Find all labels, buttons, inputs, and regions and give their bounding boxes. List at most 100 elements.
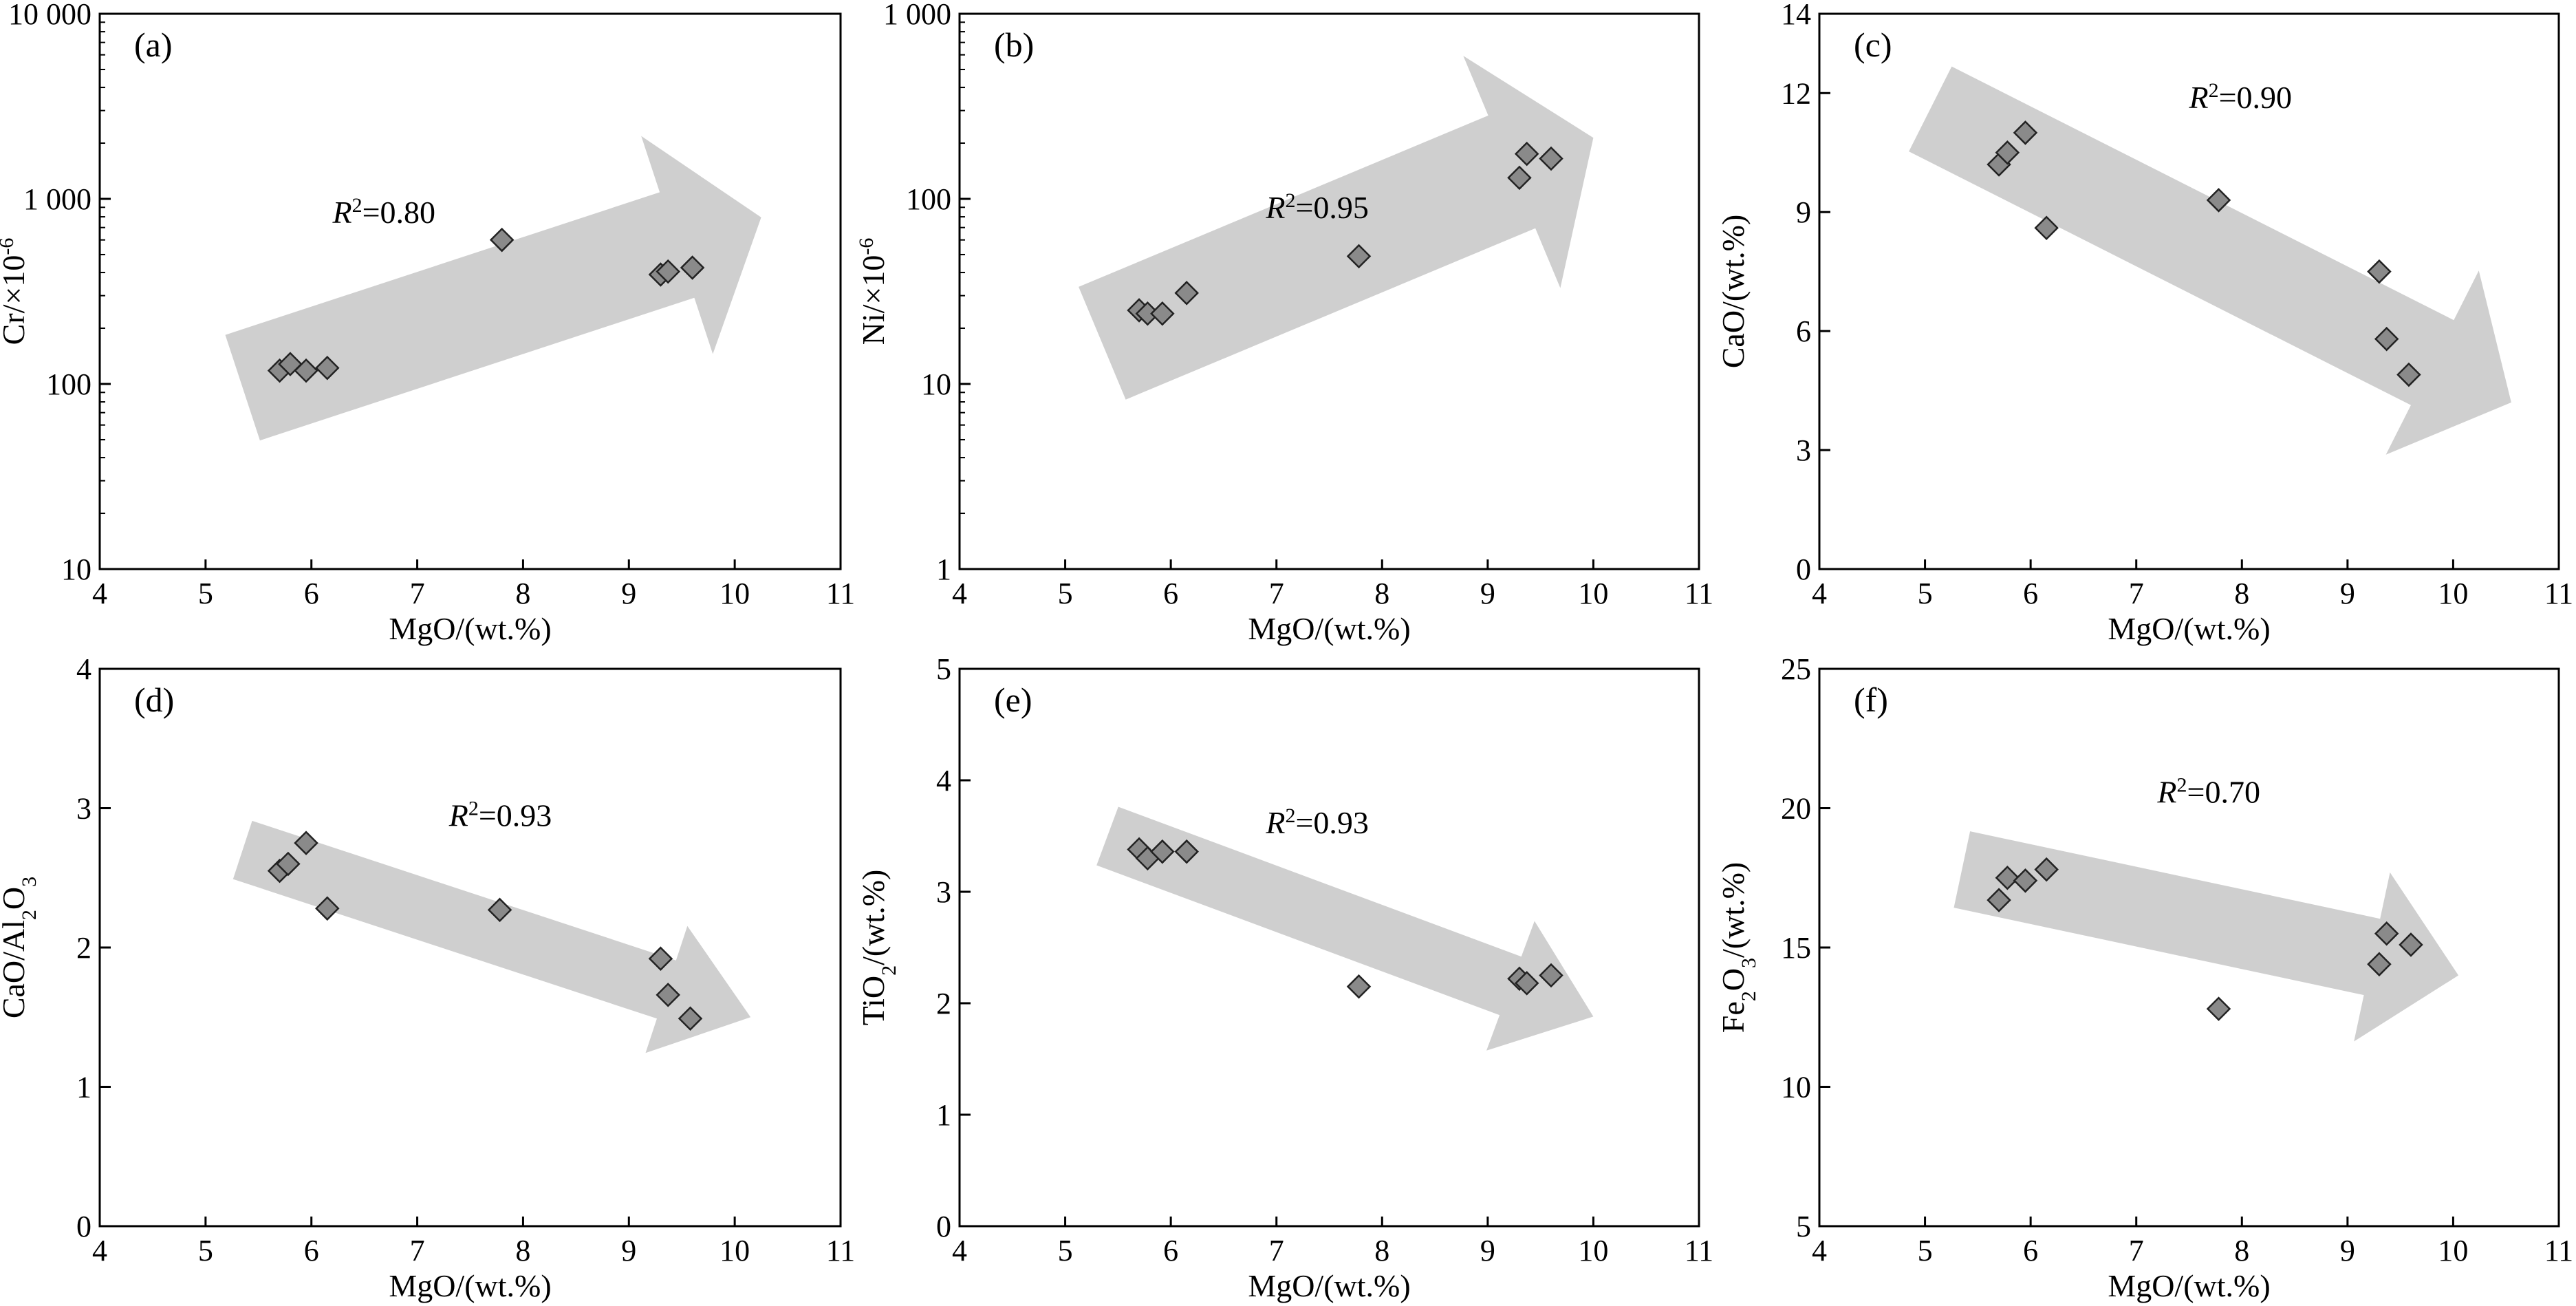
y-tick-label: 14	[1781, 0, 1811, 31]
x-tick-label: 10	[2438, 1234, 2468, 1267]
data-point	[2013, 120, 2038, 145]
x-tick-label: 8	[515, 1234, 530, 1267]
data-point	[656, 259, 680, 284]
r2-annotation: R2=0.80	[332, 194, 435, 231]
x-tick-label: 8	[515, 577, 530, 610]
panel-label: (a)	[134, 25, 173, 64]
x-tick-label: 6	[1163, 577, 1178, 610]
y-tick-label: 10	[1781, 1071, 1811, 1104]
data-point	[1995, 140, 2020, 165]
x-tick-label: 6	[304, 1234, 319, 1267]
x-tick-label: 9	[2340, 1234, 2355, 1267]
plot-frame	[1818, 12, 2560, 570]
data-point	[1346, 974, 1372, 999]
data-point	[2396, 362, 2421, 387]
data-point	[678, 1006, 703, 1031]
data-point	[2206, 996, 2231, 1021]
y-tick-label: 100	[906, 182, 951, 216]
x-tick-label: 10	[1578, 1234, 1608, 1267]
data-point	[294, 358, 318, 383]
trend-arrow	[1096, 806, 1594, 1051]
y-tick-label: 1	[936, 553, 951, 586]
data-point	[1514, 141, 1539, 167]
x-tick-label: 11	[2544, 577, 2573, 610]
y-tick-label: 1 000	[23, 182, 91, 216]
r2-annotation: R2=0.70	[2156, 773, 2260, 810]
data-point	[315, 356, 340, 381]
x-tick-label: 9	[1480, 1234, 1495, 1267]
panel-e: 4 5 6 7 8 9 10 11 0 1 2 3 4 5 MgO/(wt.%) TiO2/(wt.%) (e)…	[856, 652, 1713, 1303]
x-tick-label: 9	[1480, 577, 1495, 610]
x-tick-label: 5	[1918, 1234, 1933, 1267]
y-tick-label: 3	[1796, 433, 1811, 467]
x-tick-label: 11	[1685, 1234, 1713, 1267]
data-point	[1174, 281, 1199, 306]
y-tick-label: 0	[1796, 553, 1811, 586]
data-point	[315, 896, 340, 921]
data-point	[680, 255, 705, 280]
x-tick-label: 4	[1812, 577, 1827, 610]
y-tick-label: 1	[76, 1071, 91, 1104]
data-point	[294, 831, 318, 855]
trend-arrow	[1079, 56, 1594, 400]
data-point	[2034, 857, 2059, 882]
data-point	[2374, 326, 2399, 352]
panel-label: (d)	[134, 681, 174, 719]
y-tick-label: 0	[936, 1210, 951, 1243]
trend-arrow	[1953, 831, 2459, 1042]
x-tick-label: 10	[2438, 577, 2468, 610]
x-axis-title: MgO/(wt.%)	[2108, 1268, 2270, 1303]
data-point	[1987, 888, 2011, 912]
x-tick-label: 9	[621, 1234, 636, 1267]
data-point	[487, 897, 512, 923]
y-tick-label: 0	[76, 1210, 91, 1243]
x-tick-label: 7	[2129, 577, 2144, 610]
panel-a: 4 5 6 7 8 9 10 11 10 100 1 000 10 000 MgO/(wt.%) Cr/×…	[0, 0, 855, 646]
x-tick-label: 6	[2023, 577, 2038, 610]
plot-frame	[98, 12, 842, 570]
x-tick-label: 6	[2023, 1234, 2038, 1267]
x-tick-label: 11	[1685, 577, 1713, 610]
trend-arrow	[225, 136, 761, 441]
data-point	[1150, 301, 1175, 326]
y-tick-label: 2	[76, 931, 91, 965]
y-tick-label: 6	[1796, 314, 1811, 348]
r2-annotation: R2=0.93	[448, 797, 552, 833]
data-point	[2367, 259, 2392, 284]
y-tick-label: 25	[1781, 652, 1811, 686]
x-axis-title: MgO/(wt.%)	[1248, 1268, 1410, 1303]
data-point	[1507, 165, 1532, 191]
data-point	[2367, 952, 2392, 977]
panel-d: 4 5 6 7 8 9 10 11 0 1 2 3 4 MgO/(wt.%) CaO/Al2O3 (d) R2=…	[0, 652, 855, 1303]
trend-arrow	[1909, 66, 2511, 455]
x-axis-title: MgO/(wt.%)	[1248, 611, 1410, 646]
x-tick-label: 8	[2234, 577, 2249, 610]
data-point	[1995, 865, 2020, 890]
x-tick-label: 5	[1918, 577, 1933, 610]
data-point	[2399, 932, 2423, 957]
r2-annotation: R2=0.93	[1265, 804, 1369, 840]
x-tick-label: 5	[1058, 1234, 1073, 1267]
r2-annotation: R2=0.95	[1265, 189, 1369, 226]
y-tick-label: 10	[61, 553, 91, 586]
x-axis-title: MgO/(wt.%)	[2108, 611, 2270, 646]
y-tick-label: 1 000	[883, 0, 951, 31]
panel-label: (e)	[994, 681, 1032, 719]
y-tick-label: 4	[76, 652, 91, 686]
data-point	[2374, 921, 2399, 946]
x-axis-title: MgO/(wt.%)	[389, 1268, 551, 1303]
x-tick-label: 5	[198, 577, 213, 610]
data-point	[1539, 963, 1563, 988]
x-tick-label: 7	[1269, 577, 1284, 610]
data-point	[648, 946, 673, 971]
x-tick-label: 8	[2234, 1234, 2249, 1267]
x-tick-label: 4	[92, 1234, 107, 1267]
plot-frame	[958, 12, 1700, 570]
x-tick-label: 5	[1058, 577, 1073, 610]
y-axis-title: Cr/×10-6	[0, 238, 31, 345]
x-tick-label: 4	[952, 1234, 967, 1267]
data-point	[276, 851, 301, 877]
x-tick-label: 7	[1269, 1234, 1284, 1267]
x-tick-label: 8	[1374, 577, 1389, 610]
